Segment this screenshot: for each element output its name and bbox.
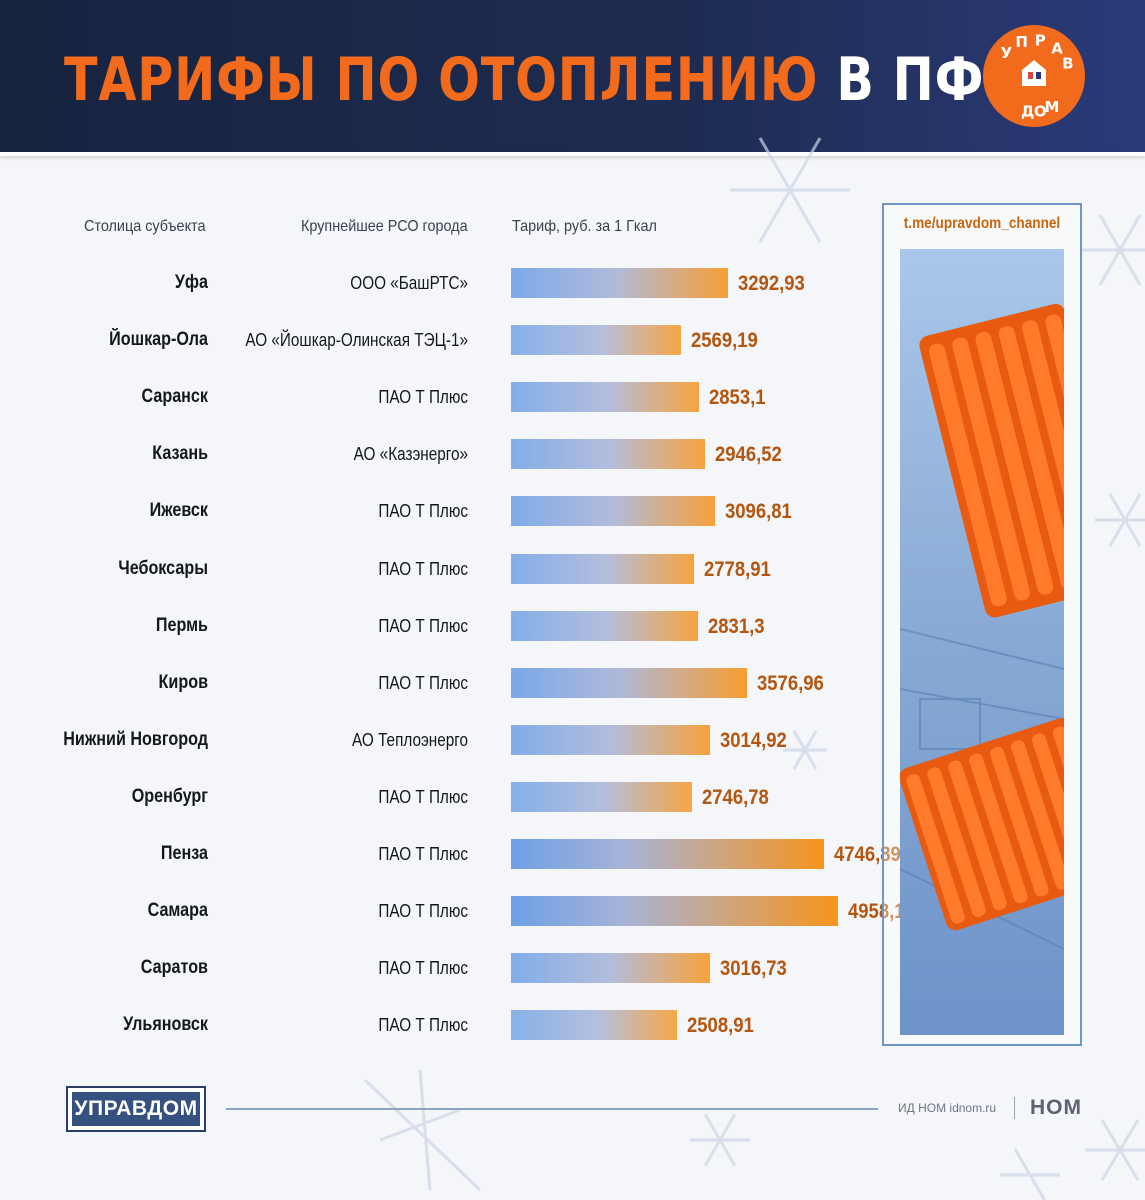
logo-letter: М [1045,98,1060,116]
city-label: Оренбург [131,785,208,807]
tariff-value-label: 3576,96 [757,671,824,695]
city-label: Киров [158,671,208,693]
tariff-value-label: 3016,73 [720,957,787,981]
city-label: Пермь [155,614,208,636]
logo-letter: А [1051,39,1063,57]
nom-logo: НОМ [1030,1096,1082,1119]
telegram-channel-link[interactable]: t.me/upravdom_channel [903,215,1061,232]
rso-label: ПАО Т Плюс [378,501,468,522]
tariff-bar [511,1010,677,1041]
tariff-bar [511,553,694,584]
tariff-bar [511,781,692,812]
logo-letter: В [1062,55,1073,73]
upravdom-logo: УП Р АВ Д ОМ [983,25,1085,127]
city-label: Ижевск [149,500,208,522]
city-label: Саранск [141,386,208,408]
radiator-illustration [900,249,1064,1035]
city-label: Чебоксары [118,557,208,579]
tariff-bar [511,839,824,869]
rso-label: АО «Казэнерго» [353,444,468,465]
footer-divider [226,1108,878,1110]
title-accent: ТАРИФЫ ПО ОТОПЛЕНИЮ [64,45,819,115]
tariff-value-label: 2853,1 [709,386,766,410]
column-header-city: Столица субъекта [84,218,206,235]
logo-letter: У [1001,44,1013,62]
tariff-value-label: 4746,89 [834,843,901,866]
side-panel: t.me/upravdom_channel [882,203,1082,1046]
footer-separator [1014,1097,1015,1119]
tariff-bar [511,439,705,470]
tariff-value-label: 3014,92 [720,728,787,752]
header-divider [0,152,1145,156]
logo-letter: Д [1021,103,1034,121]
city-label: Нижний Новгород [63,728,209,750]
rso-label: ПАО Т Плюс [378,901,468,922]
city-label: Пенза [160,843,208,864]
tariff-bar [511,325,681,356]
tariff-value-label: 2746,78 [702,785,769,809]
rso-label: ПАО Т Плюс [378,615,468,636]
city-label: Самара [147,900,208,922]
tariff-bar [511,896,838,927]
rso-label: ПАО Т Плюс [378,844,468,864]
tariff-bar [511,382,699,413]
tariff-bar [511,667,747,698]
city-label: Саратов [140,957,208,979]
tariff-value-label: 2508,91 [687,1014,754,1038]
brand-label: УПРАВДОМ [72,1092,200,1126]
rso-label: АО Теплоэнерго [352,729,468,750]
city-label: Ульяновск [123,1014,208,1036]
rso-label: ПАО Т Плюс [378,558,468,579]
tariff-value-label: 3292,93 [738,272,805,295]
city-label: Уфа [174,272,208,293]
tariff-value-label: 2569,19 [691,329,758,353]
tariff-value-label: 2946,52 [715,443,782,467]
logo-letter: Р [1035,32,1046,50]
logo-letter: О [1034,103,1047,121]
rso-label: ПАО Т Плюс [378,786,468,807]
tariff-value-label: 3096,81 [725,500,792,524]
upravdom-brand-badge: УПРАВДОМ [66,1086,206,1132]
city-label: Казань [152,443,208,465]
rso-label: ООО «БашРТС» [350,273,468,293]
tariff-bar [511,724,710,755]
rso-label: ПАО Т Плюс [378,1015,468,1036]
logo-letter: П [1015,33,1028,51]
tariff-value-label: 2778,91 [704,557,771,581]
tariff-bar [511,610,698,641]
tariff-value-label: 4958,15 [848,900,915,924]
tariff-bar [511,496,715,527]
rso-label: ПАО Т Плюс [378,958,468,979]
rso-label: ПАО Т Плюс [378,387,468,408]
column-header-tariff: Тариф, руб. за 1 Гкал [512,218,657,235]
rso-label: АО «Йошкар-Олинская ТЭЦ-1» [245,330,468,351]
publisher-text: ИД НОМ idnom.ru [898,1101,997,1115]
tariff-value-label: 2831,3 [708,614,765,638]
tariff-bar [511,953,710,984]
city-label: Йошкар-Ола [109,329,208,351]
tariff-bar [511,268,728,298]
rso-label: ПАО Т Плюс [378,672,468,693]
column-header-rso: Крупнейшее РСО города [301,218,468,235]
